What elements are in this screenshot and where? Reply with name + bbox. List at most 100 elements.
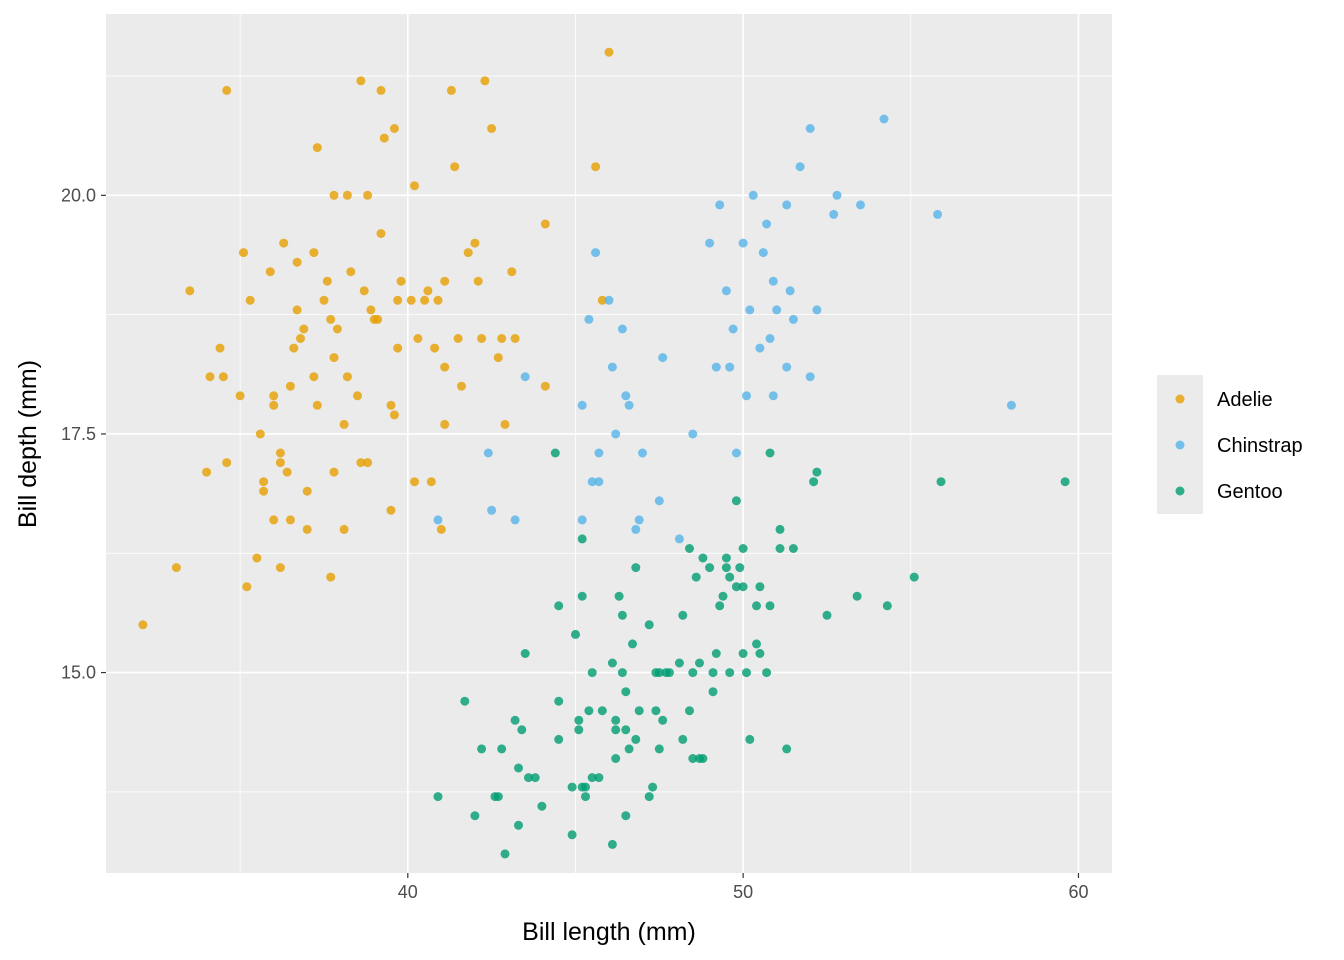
data-point-adelie — [222, 458, 232, 468]
data-point-adelie — [477, 334, 487, 343]
data-point-gentoo — [678, 610, 688, 620]
data-point-gentoo — [738, 649, 748, 658]
data-point-adelie — [389, 124, 399, 133]
data-point-gentoo — [936, 477, 946, 487]
data-point-chinstrap — [584, 314, 594, 324]
data-point-adelie — [406, 295, 416, 305]
y-tick-label: 20.0 — [61, 185, 96, 205]
data-point-adelie — [275, 563, 285, 573]
data-point-gentoo — [678, 734, 688, 744]
data-point-adelie — [222, 85, 232, 95]
data-point-adelie — [279, 238, 289, 248]
data-point-adelie — [339, 419, 349, 429]
data-point-gentoo — [698, 553, 708, 563]
data-point-gentoo — [752, 601, 761, 611]
data-point-adelie — [275, 448, 285, 458]
data-point-gentoo — [554, 601, 564, 611]
data-point-chinstrap — [728, 324, 738, 334]
data-point-gentoo — [554, 734, 564, 744]
data-point-gentoo — [644, 792, 654, 802]
data-point-chinstrap — [607, 362, 617, 372]
data-point-gentoo — [738, 544, 748, 553]
data-point-gentoo — [497, 744, 507, 754]
data-point-gentoo — [658, 715, 668, 725]
data-point-adelie — [302, 524, 312, 534]
data-point-gentoo — [537, 801, 547, 811]
data-point-adelie — [218, 372, 228, 382]
data-point-chinstrap — [745, 305, 755, 315]
data-point-adelie — [269, 391, 279, 401]
data-point-chinstrap — [510, 515, 520, 525]
data-point-adelie — [326, 314, 336, 324]
data-point-gentoo — [782, 744, 792, 754]
data-point-adelie — [292, 305, 302, 315]
data-point-gentoo — [765, 601, 775, 611]
data-point-chinstrap — [742, 391, 751, 401]
data-point-adelie — [540, 381, 550, 391]
data-point-adelie — [386, 505, 396, 515]
data-point-gentoo — [584, 706, 594, 716]
data-point-gentoo — [567, 830, 577, 840]
data-point-gentoo — [631, 563, 641, 573]
data-point-adelie — [379, 133, 389, 143]
data-point-gentoo — [695, 658, 704, 668]
data-point-adelie — [282, 467, 292, 477]
data-point-adelie — [329, 467, 339, 477]
data-point-chinstrap — [577, 400, 587, 410]
data-point-adelie — [473, 276, 483, 286]
data-point-gentoo — [514, 763, 523, 773]
data-point-adelie — [322, 276, 332, 286]
data-point-gentoo — [514, 820, 523, 830]
data-point-gentoo — [725, 668, 735, 678]
data-point-chinstrap — [631, 524, 641, 534]
data-point-chinstrap — [805, 372, 815, 382]
data-point-gentoo — [587, 668, 597, 678]
data-point-adelie — [302, 486, 312, 496]
data-point-adelie — [430, 343, 440, 353]
plot-panel — [106, 14, 1112, 873]
data-point-adelie — [480, 76, 490, 86]
data-point-gentoo — [654, 744, 664, 754]
data-point-gentoo — [788, 544, 798, 553]
legend-key-gentoo — [1175, 486, 1185, 496]
data-point-chinstrap — [805, 124, 815, 133]
data-point-chinstrap — [658, 353, 668, 363]
data-point-gentoo — [607, 839, 617, 849]
data-point-gentoo — [621, 811, 631, 821]
data-point-adelie — [275, 458, 285, 468]
data-point-chinstrap — [634, 515, 644, 525]
data-point-gentoo — [524, 773, 533, 783]
data-point-adelie — [423, 286, 433, 296]
data-point-chinstrap — [785, 286, 795, 296]
data-point-adelie — [138, 620, 148, 630]
y-tick-label: 15.0 — [61, 663, 96, 683]
data-point-gentoo — [721, 563, 731, 573]
data-point-gentoo — [725, 572, 735, 582]
data-point-adelie — [436, 524, 446, 534]
data-point-chinstrap — [705, 238, 715, 248]
data-point-gentoo — [654, 668, 664, 678]
data-point-gentoo — [738, 582, 748, 592]
data-point-chinstrap — [594, 477, 604, 487]
data-point-adelie — [292, 257, 302, 267]
data-point-gentoo — [574, 725, 584, 735]
data-point-adelie — [319, 295, 329, 305]
data-point-chinstrap — [617, 324, 627, 334]
data-point-gentoo — [721, 553, 731, 563]
data-point-gentoo — [530, 773, 540, 783]
data-point-gentoo — [648, 782, 658, 792]
data-point-chinstrap — [772, 305, 782, 315]
data-point-adelie — [426, 477, 436, 487]
data-point-adelie — [299, 324, 309, 334]
data-point-gentoo — [691, 572, 701, 582]
data-point-adelie — [363, 190, 373, 200]
data-point-chinstrap — [594, 448, 604, 458]
data-point-gentoo — [510, 715, 520, 725]
minor-grid — [106, 14, 1112, 873]
data-point-gentoo — [698, 754, 708, 763]
data-point-gentoo — [597, 706, 607, 716]
data-point-adelie — [363, 458, 373, 468]
data-point-gentoo — [664, 668, 674, 678]
data-point-gentoo — [577, 534, 587, 544]
